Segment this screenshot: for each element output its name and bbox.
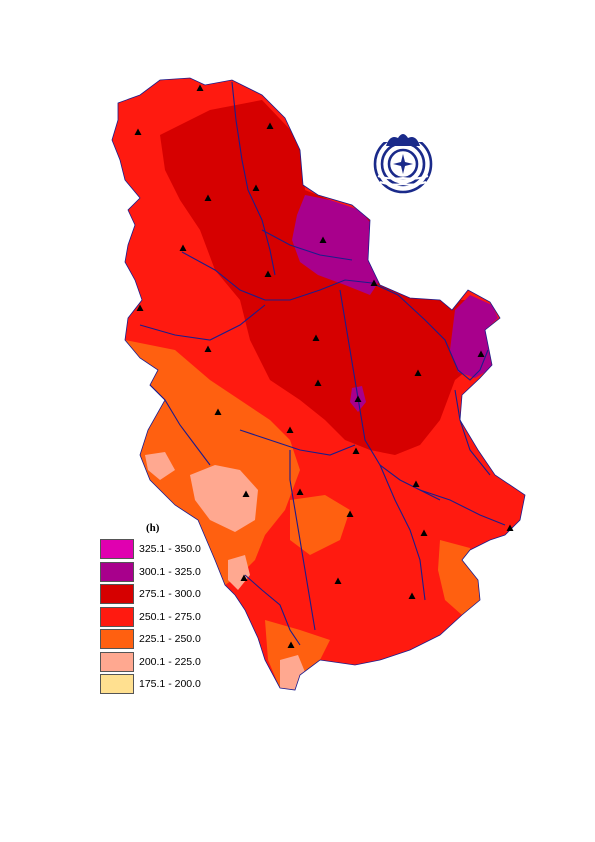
station-marker bbox=[506, 524, 514, 531]
legend-item: 175.1 - 200.0 bbox=[100, 673, 250, 696]
legend-label: 175.1 - 200.0 bbox=[139, 678, 201, 691]
station-marker bbox=[312, 334, 320, 341]
station-marker bbox=[214, 408, 222, 415]
legend-swatch bbox=[100, 629, 134, 650]
legend-label: 275.1 - 300.0 bbox=[139, 588, 201, 601]
legend-item: 250.1 - 275.0 bbox=[100, 606, 250, 629]
legend-swatch bbox=[100, 651, 134, 672]
station-marker bbox=[242, 490, 250, 497]
legend-label: 200.1 - 225.0 bbox=[139, 655, 201, 668]
hydromet-logo bbox=[370, 128, 436, 194]
station-marker bbox=[319, 236, 327, 243]
zone-225-250-west bbox=[125, 340, 300, 585]
legend-swatch bbox=[100, 606, 134, 627]
station-marker bbox=[414, 369, 422, 376]
legend-label: 225.1 - 250.0 bbox=[139, 633, 201, 646]
legend-swatch bbox=[100, 561, 134, 582]
tisa-river bbox=[231, 81, 276, 276]
zone-300-325-east bbox=[450, 295, 498, 378]
legend-item: 200.1 - 225.0 bbox=[100, 651, 250, 674]
zone-275-300-north bbox=[160, 100, 488, 455]
station-marker bbox=[287, 641, 295, 648]
station-marker bbox=[204, 345, 212, 352]
zapadna-morava-river bbox=[239, 429, 356, 456]
legend-item: 300.1 - 325.0 bbox=[100, 561, 250, 584]
juzna-morava-river bbox=[379, 464, 426, 601]
danube-river bbox=[181, 251, 489, 381]
station-marker bbox=[370, 279, 378, 286]
legend-swatch bbox=[100, 674, 134, 695]
station-marker bbox=[420, 529, 428, 536]
morava-river bbox=[339, 289, 441, 501]
timok-river bbox=[454, 389, 491, 476]
station-marker bbox=[179, 244, 187, 251]
station-marker bbox=[252, 184, 260, 191]
zone-200-225-west bbox=[145, 452, 175, 480]
station-marker bbox=[136, 304, 144, 311]
zone-225-250-south bbox=[290, 495, 350, 555]
station-marker bbox=[346, 510, 354, 517]
station-marker bbox=[266, 122, 274, 129]
legend-item: 225.1 - 250.0 bbox=[100, 628, 250, 651]
zone-200-225-sw bbox=[228, 555, 250, 590]
sava-river bbox=[139, 304, 266, 341]
legend-label: 325.1 - 350.0 bbox=[139, 543, 201, 556]
legend-label: 250.1 - 275.0 bbox=[139, 610, 201, 623]
station-marker bbox=[296, 488, 304, 495]
map-legend: (h) 325.1 - 350.0 300.1 - 325.0 275.1 - … bbox=[100, 522, 250, 696]
station-marker bbox=[240, 574, 248, 581]
zone-300-325-banat bbox=[292, 195, 380, 295]
station-marker bbox=[286, 426, 294, 433]
zone-200-225-zlatibor bbox=[190, 465, 258, 532]
station-marker bbox=[408, 592, 416, 599]
weather-stations bbox=[134, 84, 514, 648]
station-marker bbox=[204, 194, 212, 201]
station-marker bbox=[477, 350, 485, 357]
station-marker bbox=[352, 447, 360, 454]
station-marker bbox=[354, 395, 362, 402]
station-marker bbox=[334, 577, 342, 584]
legend-item: 275.1 - 300.0 bbox=[100, 583, 250, 606]
legend-label: 300.1 - 325.0 bbox=[139, 565, 201, 578]
canal-begej bbox=[261, 229, 353, 261]
legend-swatch bbox=[100, 539, 134, 560]
station-marker bbox=[134, 128, 142, 135]
ibar-river bbox=[289, 450, 316, 631]
legend-item: 325.1 - 350.0 bbox=[100, 538, 250, 561]
station-marker bbox=[264, 270, 272, 277]
lim-river bbox=[244, 574, 301, 646]
station-marker bbox=[196, 84, 204, 91]
legend-title: (h) bbox=[146, 522, 160, 534]
station-marker bbox=[412, 480, 420, 487]
legend-swatch bbox=[100, 584, 134, 605]
station-marker bbox=[314, 379, 322, 386]
nisava-river bbox=[419, 489, 506, 526]
